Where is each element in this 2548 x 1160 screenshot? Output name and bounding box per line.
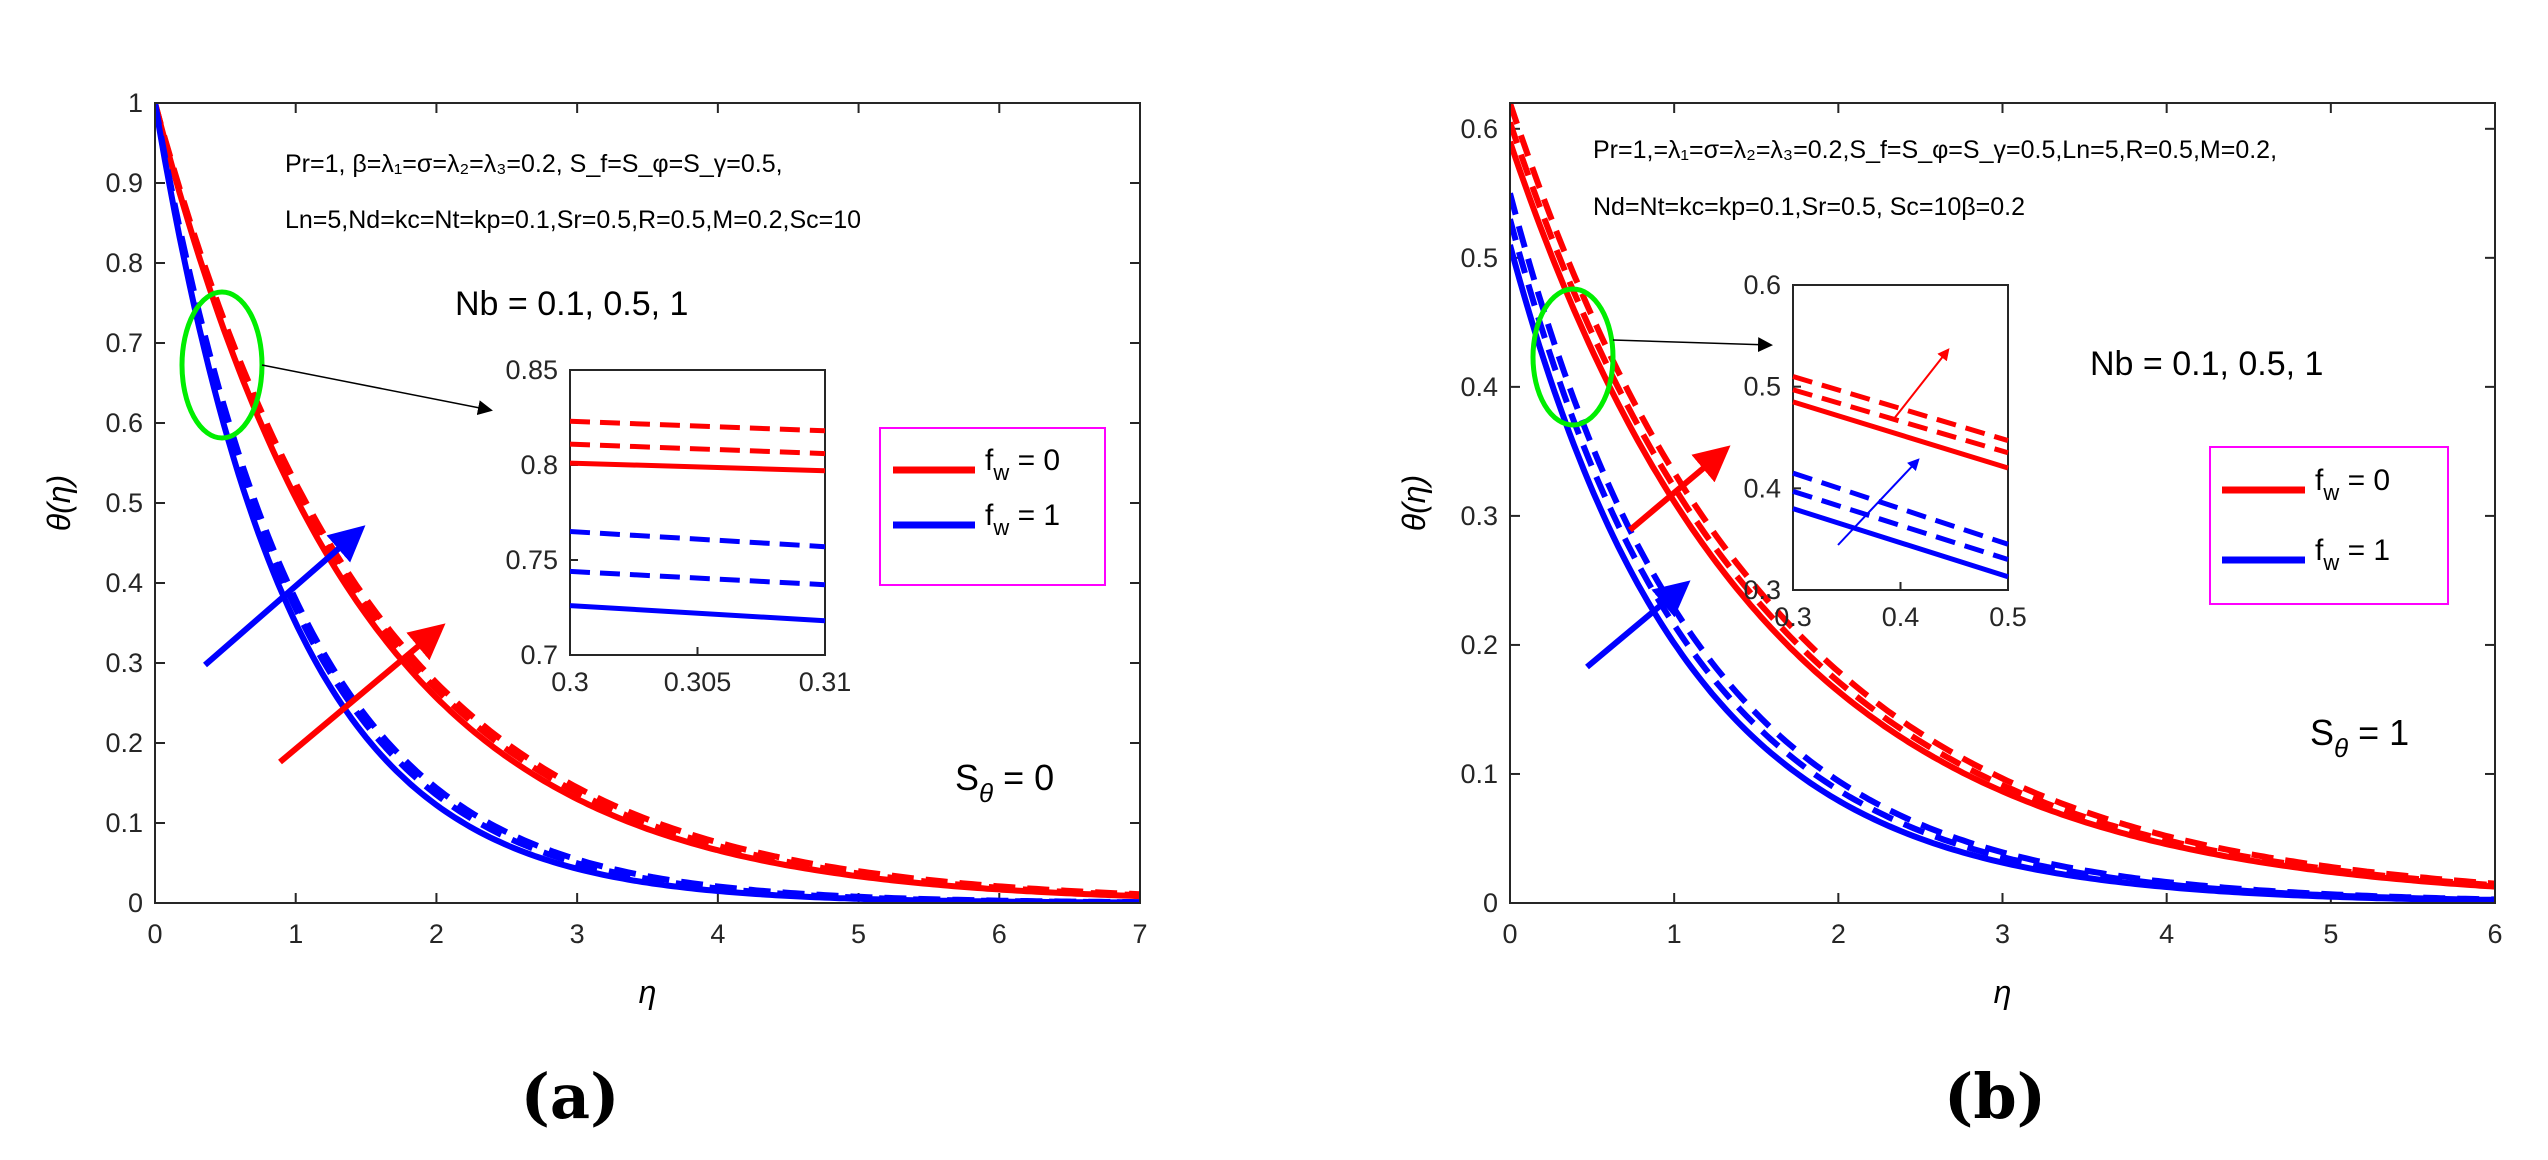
x-tick-label: 6: [2487, 919, 2502, 949]
x-axis-label: η: [1994, 974, 2012, 1010]
x-tick-label: 1: [1667, 919, 1682, 949]
y-axis-label: θ(η): [1396, 475, 1432, 531]
inset-x-tick-label: 0.305: [664, 667, 732, 697]
y-tick-label: 0: [1483, 888, 1498, 918]
y-tick-label: 0.9: [105, 168, 143, 198]
series-line: [155, 103, 1140, 903]
inset-series-line: [1792, 470, 2009, 547]
panel-a-nb-label: Nb = 0.1, 0.5, 1: [455, 285, 688, 323]
panel-a-params-line2: Ln=5,Nd=kc=Nt=kp=0.1,Sr=0.5,R=0.5,M=0.2,…: [285, 206, 861, 234]
inset-y-tick-label: 0.6: [1743, 270, 1781, 300]
panel-b-legend: fw = 0 fw = 1: [2209, 446, 2449, 605]
panel-a-red-trend-arrow: [278, 623, 446, 765]
inset-series-line: [569, 441, 826, 457]
y-tick-label: 0.3: [1460, 501, 1498, 531]
y-tick-label: 0.5: [105, 488, 143, 518]
y-axis-label: θ(η): [41, 475, 77, 531]
panel-a: 0 1 2 3 4 5 6 7 0 0.1 0.2 0.3 0.4 0.5 0.6 0.7 0.8 0.9 1 η θ(…: [41, 88, 1148, 1133]
panel-a-zoom-pointer: [261, 364, 493, 416]
inset-blue-trend-arrow: [1837, 458, 1920, 546]
panel-b-label: (b): [1944, 1060, 2046, 1133]
inset-x-tick-label: 0.5: [1989, 602, 2027, 632]
inset-y-tick-label: 0.4: [1743, 473, 1781, 503]
x-tick-label: 7: [1132, 919, 1147, 949]
panel-b-inset: 0.3 0.4 0.5 0.3 0.4 0.5 0.6: [1743, 270, 2026, 632]
panel-a-axes-box: [154, 102, 1141, 904]
panel-b-s-theta-label: Sθ = 1: [2310, 712, 2409, 763]
panel-b-zoom-ellipse: [1530, 286, 1616, 428]
series-line: [1510, 103, 2495, 887]
inset-series-line: [1792, 374, 2009, 443]
inset-series-line: [1792, 387, 2009, 456]
panel-a-params-line1: Pr=1, β=λ₁=σ=λ₂=λ₃=0.2, S_f=S_φ=S_γ=0.5,: [285, 150, 783, 178]
panel-b-params-line2: Nd=Nt=kc=kp=0.1,Sr=0.5, Sc=10β=0.2: [1593, 193, 2025, 221]
inset-series-line: [1792, 489, 2009, 562]
legend-label-fw1: fw = 1: [2315, 534, 2390, 575]
inset-series-line: [569, 603, 826, 624]
y-tick-label: 0.3: [105, 648, 143, 678]
x-tick-label: 5: [851, 919, 866, 949]
panel-a-s-theta-label: Sθ = 0: [955, 757, 1054, 808]
inset-x-tick-label: 0.4: [1882, 602, 1920, 632]
inset-y-tick-label: 0.75: [505, 545, 558, 575]
panel-b-zoom-pointer: [1612, 337, 1773, 353]
y-tick-label: 0.2: [105, 728, 143, 758]
y-tick-label: 0.6: [1460, 114, 1498, 144]
panel-a-label: (a): [521, 1060, 620, 1133]
legend-label-fw0: fw = 0: [2315, 464, 2390, 505]
panel-b-red-trend-arrow: [1628, 445, 1731, 533]
x-tick-label: 4: [710, 919, 725, 949]
x-tick-label: 5: [2323, 919, 2338, 949]
x-tick-label: 4: [2159, 919, 2174, 949]
y-tick-label: 0.8: [105, 248, 143, 278]
panel-b-nb-label: Nb = 0.1, 0.5, 1: [2090, 345, 2323, 383]
inset-y-tick-label: 0.85: [505, 355, 558, 385]
x-tick-label: 0: [147, 919, 162, 949]
panel-b-blue-trend-arrow: [1585, 580, 1691, 670]
y-tick-label: 0.2: [1460, 630, 1498, 660]
inset-y-tick-label: 0.3: [1743, 575, 1781, 605]
x-tick-label: 2: [1831, 919, 1846, 949]
x-tick-label: 3: [1995, 919, 2010, 949]
series-line: [155, 103, 1140, 898]
y-tick-label: 0.4: [105, 568, 143, 598]
inset-y-tick-label: 0.8: [520, 450, 558, 480]
x-tick-label: 6: [992, 919, 1007, 949]
inset-x-tick-label: 0.3: [551, 667, 589, 697]
inset-x-tick-label: 0.31: [799, 667, 852, 697]
panel-a-inset: 0.3 0.305 0.31 0.7 0.75 0.8 0.85: [505, 355, 851, 697]
panel-b: 0 1 2 3 4 5 6 0 0.1 0.2 0.3 0.4 0.5 0.6 η θ(η) Pr=1,=λ₁…: [1396, 102, 2503, 1133]
y-tick-label: 0.1: [105, 808, 143, 838]
inset-y-tick-label: 0.7: [520, 640, 558, 670]
panel-b-params-line1: Pr=1,=λ₁=σ=λ₂=λ₃=0.2,S_f=S_φ=S_γ=0.5,Ln=…: [1593, 136, 2277, 164]
y-tick-label: 0.6: [105, 408, 143, 438]
x-tick-label: 1: [288, 919, 303, 949]
x-tick-label: 2: [429, 919, 444, 949]
y-tick-label: 0.1: [1460, 759, 1498, 789]
legend-label-fw1: fw = 1: [985, 499, 1060, 540]
inset-red-trend-arrow: [1892, 348, 1950, 421]
inset-series-line: [1792, 506, 2009, 580]
series-line: [1510, 218, 2495, 903]
y-tick-label: 1: [128, 88, 143, 118]
panel-a-blue-trend-arrow: [203, 525, 366, 668]
panel-b-axes-box: [1509, 102, 2496, 904]
x-tick-label: 0: [1502, 919, 1517, 949]
inset-x-tick-label: 0.3: [1774, 602, 1812, 632]
y-tick-label: 0.7: [105, 328, 143, 358]
x-tick-label: 3: [570, 919, 585, 949]
inset-series-line: [569, 418, 826, 434]
y-tick-label: 0.4: [1460, 372, 1498, 402]
inset-y-tick-label: 0.5: [1743, 372, 1781, 402]
x-axis-label: η: [639, 974, 657, 1010]
inset-series-line: [569, 568, 826, 588]
inset-series-line: [569, 529, 826, 550]
inset-series-line: [569, 460, 826, 474]
inset-series-line: [1792, 399, 2009, 471]
y-tick-label: 0.5: [1460, 243, 1498, 273]
panel-a-legend: fw = 0 fw = 1: [879, 427, 1106, 586]
legend-label-fw0: fw = 0: [985, 444, 1060, 485]
y-tick-label: 0: [128, 888, 143, 918]
